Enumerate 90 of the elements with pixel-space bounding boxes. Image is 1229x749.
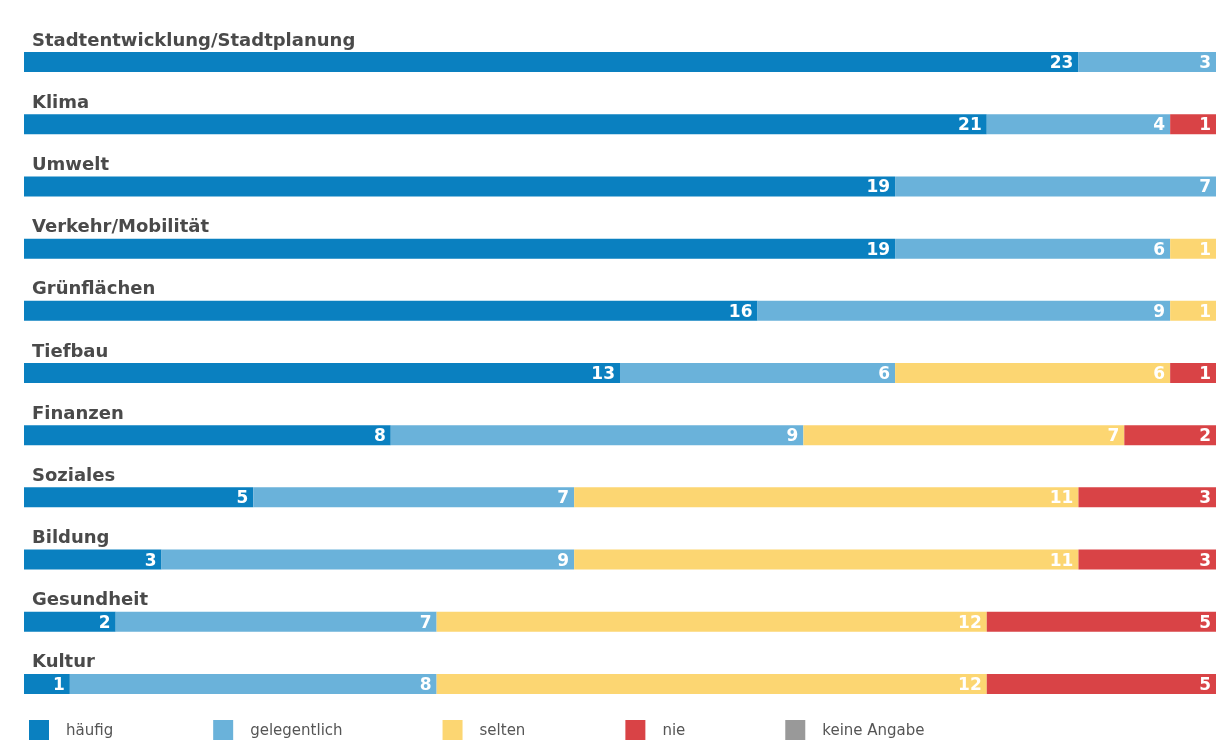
data-label: 21 bbox=[958, 114, 982, 135]
y-tick-label: Umwelt bbox=[32, 152, 110, 174]
data-label: 12 bbox=[958, 611, 982, 632]
y-tick-label: Finanzen bbox=[32, 401, 124, 423]
bar bbox=[24, 238, 896, 259]
data-label: 5 bbox=[236, 487, 249, 508]
data-label: 11 bbox=[1049, 487, 1074, 508]
bar bbox=[253, 487, 575, 508]
data-label: 7 bbox=[419, 611, 432, 632]
data-label: 11 bbox=[1049, 549, 1074, 570]
data-label: 3 bbox=[1199, 52, 1211, 73]
data-label: 9 bbox=[557, 549, 570, 570]
bar bbox=[436, 611, 987, 632]
bar bbox=[24, 611, 116, 632]
data-label: 2 bbox=[1199, 425, 1211, 446]
data-label: 7 bbox=[1107, 425, 1120, 446]
bar bbox=[24, 549, 162, 570]
bar bbox=[24, 487, 254, 508]
bar bbox=[620, 363, 896, 383]
data-label: 3 bbox=[144, 549, 157, 570]
bar bbox=[803, 425, 1125, 446]
bar bbox=[986, 673, 1216, 694]
bar bbox=[115, 611, 437, 632]
data-label: 1 bbox=[1199, 300, 1211, 321]
data-label: 23 bbox=[1049, 52, 1074, 73]
legend-label: gelegentlich bbox=[250, 721, 343, 739]
y-tick-label: Klima bbox=[32, 90, 90, 112]
y-tick-label: Verkehr/Mobilität bbox=[32, 215, 210, 237]
bar bbox=[24, 673, 70, 694]
bar bbox=[1124, 425, 1216, 446]
data-label: 2 bbox=[98, 611, 111, 632]
bar bbox=[895, 238, 1171, 259]
bar bbox=[1078, 52, 1216, 73]
data-label: 6 bbox=[878, 363, 891, 383]
y-tick-label: Gesundheit bbox=[32, 588, 149, 610]
data-label: 8 bbox=[373, 425, 386, 446]
bar bbox=[24, 176, 896, 197]
data-label: 19 bbox=[866, 238, 891, 259]
bar bbox=[895, 363, 1171, 383]
data-label: 5 bbox=[1199, 673, 1211, 694]
bar bbox=[1170, 363, 1216, 383]
bar bbox=[69, 673, 437, 694]
bar bbox=[24, 52, 1079, 73]
y-tick-label: Kultur bbox=[32, 650, 96, 672]
bar bbox=[1170, 114, 1216, 135]
bar bbox=[1078, 549, 1216, 570]
legend-label: keine Angabe bbox=[822, 721, 925, 739]
legend-label: häufig bbox=[66, 721, 114, 739]
data-label: 12 bbox=[958, 673, 982, 694]
bar bbox=[24, 300, 758, 321]
data-label: 16 bbox=[728, 300, 753, 321]
legend-label: selten bbox=[479, 721, 526, 739]
data-label: 9 bbox=[786, 425, 799, 446]
y-tick-label: Stadtentwicklung/Stadtplanung bbox=[32, 28, 356, 50]
data-label: 1 bbox=[1199, 238, 1211, 259]
bar bbox=[24, 114, 987, 135]
y-tick-label: Soziales bbox=[32, 463, 116, 485]
bar bbox=[1170, 300, 1216, 321]
bar bbox=[986, 114, 1171, 135]
bar bbox=[24, 363, 620, 383]
data-label: 4 bbox=[1153, 114, 1166, 135]
bar bbox=[1078, 487, 1216, 508]
y-tick-label: Tiefbau bbox=[32, 339, 109, 361]
data-label: 6 bbox=[1153, 238, 1166, 259]
y-tick-label: Bildung bbox=[32, 526, 110, 548]
bar bbox=[895, 176, 1216, 197]
bar bbox=[24, 425, 391, 446]
data-label: 1 bbox=[1199, 363, 1211, 383]
data-label: 5 bbox=[1199, 611, 1211, 632]
bar bbox=[1170, 238, 1216, 259]
bar bbox=[574, 487, 1079, 508]
data-label: 7 bbox=[1199, 176, 1211, 197]
data-label: 3 bbox=[1199, 487, 1211, 508]
bar bbox=[574, 549, 1079, 570]
data-label: 1 bbox=[53, 673, 65, 694]
bar bbox=[436, 673, 987, 694]
bar bbox=[986, 611, 1216, 632]
legend-label: nie bbox=[662, 721, 686, 739]
data-label: 1 bbox=[1199, 114, 1211, 135]
bar bbox=[757, 300, 1171, 321]
bar bbox=[390, 425, 804, 446]
bar bbox=[161, 549, 575, 570]
data-label: 9 bbox=[1153, 300, 1166, 321]
y-tick-label: Grünflächen bbox=[32, 277, 156, 299]
data-label: 3 bbox=[1199, 549, 1211, 570]
data-label: 19 bbox=[866, 176, 891, 197]
data-label: 13 bbox=[591, 363, 615, 383]
data-label: 8 bbox=[419, 673, 432, 694]
data-label: 7 bbox=[557, 487, 570, 508]
data-label: 6 bbox=[1153, 363, 1166, 383]
